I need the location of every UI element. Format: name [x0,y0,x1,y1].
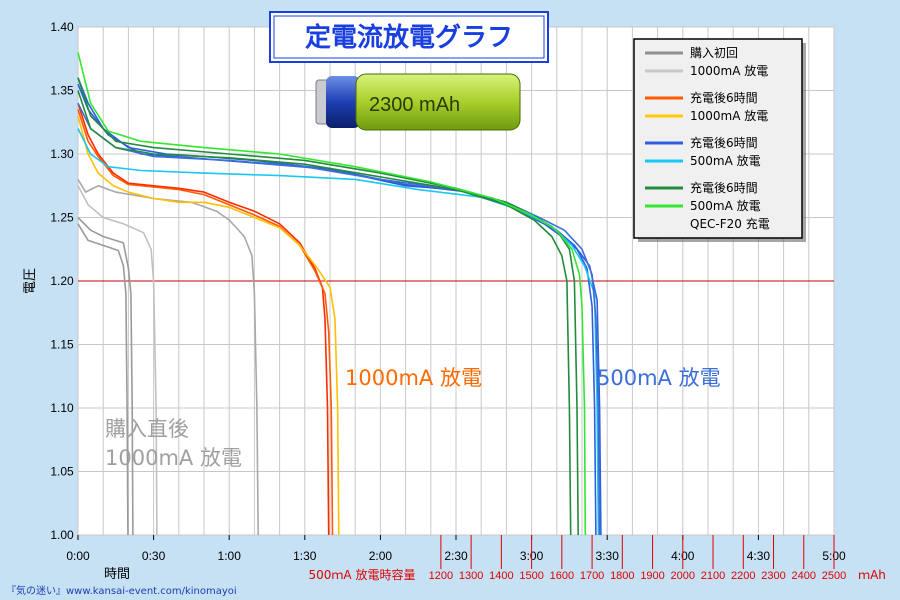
y-axis-ticks: 1.00 1.05 1.10 1.15 1.20 1.25 1.30 1.35 1.40 [50,20,74,542]
series-line-7 [77,115,340,536]
x-tick-label: 0:30 [142,549,166,563]
capacity-axis-unit: ｍAh [858,568,886,582]
legend-label: 充電後6時間 [690,135,758,150]
series-layer [77,52,602,536]
capacity-tick-label: 1600 [550,570,574,582]
y-tick-label: 1.00 [50,528,74,542]
x-tick-label: 2:00 [369,549,393,563]
x-tick-label: 1:00 [218,549,242,563]
series-line-13 [77,90,572,536]
legend-label: 購入初回 [690,46,738,60]
y-tick-label: 1.20 [50,274,74,288]
y-tick-label: 1.40 [50,20,74,34]
annotation-1000ma: 1000mA 放電 [345,366,482,390]
legend-label: 充電後6時間 [690,180,758,195]
series-line-6 [77,109,334,536]
series-line-2 [77,216,134,536]
y-tick-label: 1.10 [50,401,74,415]
annotation-new-label-1: 購入直後 [105,417,189,441]
x-tick-label: 2:30 [444,549,468,563]
capacity-tick-label: 2200 [731,570,755,582]
battery-image: 2300 mAh [315,73,521,131]
capacity-tick-label: 2300 [761,570,785,582]
capacity-axis-ticks: 1200 1300 1400 1500 1600 1700 1800 1900 2000 2100… [429,535,846,582]
x-axis-ticks: 0:00 0:30 1:00 1:30 2:00 2:30 3:00 3:30 4:00 4:30… [66,535,846,563]
series-line-4 [77,178,259,536]
chart-title: 定電流放電グラフ [305,22,513,53]
capacity-tick-label: 1200 [429,570,453,582]
battery-label: 2300 mAh [369,94,460,116]
legend-label: QEC-F20 充電 [690,216,770,231]
x-tick-label: 4:30 [747,549,771,563]
title-box: 定電流放電グラフ [269,11,549,63]
series-line-10 [77,128,600,536]
legend-label: 500mA 放電 [690,153,761,168]
capacity-tick-label: 2400 [792,570,816,582]
x-axis-label: 時間 [104,567,130,582]
capacity-tick-label: 1800 [610,570,634,582]
legend-label: 1000mA 放電 [690,108,768,123]
y-tick-label: 1.05 [50,465,74,479]
x-tick-label: 1:30 [293,549,317,563]
annotation-new-label-2: 1000mA 放電 [105,446,242,470]
capacity-tick-label: 2500 [822,570,846,582]
capacity-tick-label: 1400 [489,570,513,582]
capacity-tick-label: 1300 [459,570,483,582]
x-tick-label: 3:30 [596,549,620,563]
legend-label: 1000mA 放電 [690,63,768,78]
capacity-tick-label: 1900 [640,570,664,582]
capacity-tick-label: 2100 [701,570,725,582]
y-tick-label: 1.30 [50,147,74,161]
capacity-tick-label: 1700 [580,570,604,582]
x-tick-label: 0:00 [66,549,90,563]
y-tick-label: 1.25 [50,211,74,225]
capacity-axis-label: 500ｍA 放電時容量 [309,567,416,582]
watermark: 『気の迷い』www.kansai-event.com/kinomayoi [6,584,237,597]
y-axis-label: 電圧 [23,268,38,294]
y-tick-label: 1.15 [50,338,74,352]
series-line-14 [77,52,587,536]
capacity-tick-label: 1500 [519,570,543,582]
series-line-3 [77,185,158,536]
annotation-500ma: 500mA 放電 [597,366,721,390]
series-line-1 [77,223,129,536]
legend-label: 充電後6時間 [690,90,758,105]
y-tick-label: 1.35 [50,84,74,98]
capacity-tick-label: 2000 [671,570,695,582]
legend-label: 500mA 放電 [690,198,761,213]
